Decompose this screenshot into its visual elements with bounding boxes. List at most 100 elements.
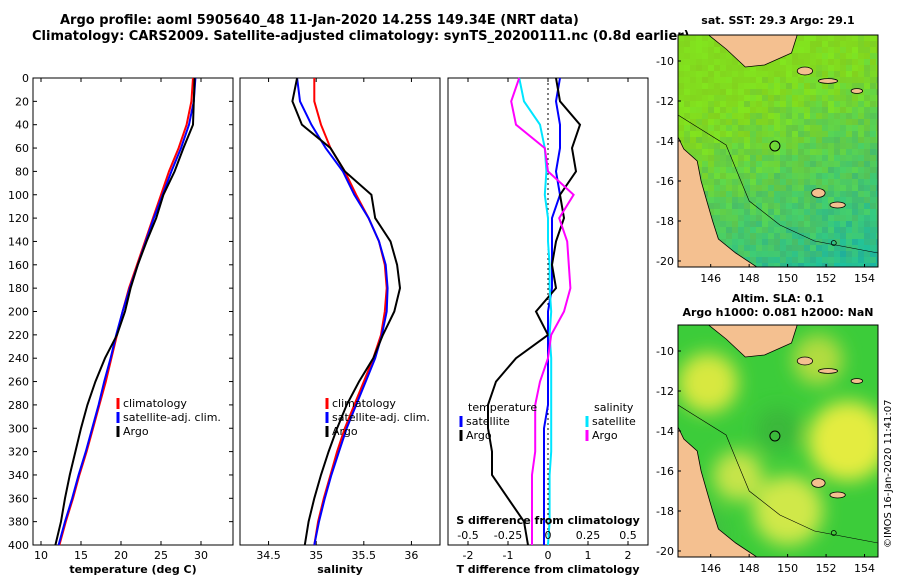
sst-cell xyxy=(756,95,762,101)
sst-cell xyxy=(792,149,798,155)
series-argo xyxy=(54,77,196,546)
sst-cell xyxy=(810,161,816,167)
sst-cell xyxy=(798,89,804,95)
sst-cell xyxy=(702,173,708,179)
sst-cell xyxy=(846,245,852,251)
sst-cell xyxy=(684,101,690,107)
sst-cell xyxy=(834,59,840,65)
salinity-axes-box xyxy=(239,77,441,546)
sst-cell xyxy=(870,89,876,95)
sst-cell xyxy=(690,71,696,77)
sst-cell xyxy=(822,107,828,113)
sla-map-subtitle: Argo h1000: 0.081 h2000: NaN xyxy=(682,306,874,319)
sst-cell xyxy=(732,215,738,221)
sst-cell xyxy=(798,257,804,263)
sst-cell xyxy=(690,143,696,149)
sst-cell xyxy=(744,197,750,203)
sst-cell xyxy=(708,179,714,185)
sst-cell xyxy=(774,137,780,143)
sst-cell xyxy=(708,155,714,161)
sst-cell xyxy=(870,47,876,53)
sst-cell xyxy=(756,227,762,233)
sst-cell xyxy=(876,209,878,215)
sst-cell xyxy=(762,119,768,125)
sst-cell xyxy=(756,119,762,125)
sst-cell xyxy=(798,143,804,149)
sst-cell xyxy=(726,209,732,215)
sst-cell xyxy=(870,203,876,209)
sst-cell xyxy=(774,203,780,209)
sst-cell xyxy=(744,131,750,137)
sst-cell xyxy=(726,227,732,233)
sst-cell xyxy=(762,209,768,215)
sst-cell xyxy=(846,155,852,161)
sst-cell xyxy=(804,35,810,41)
sst-cell xyxy=(702,179,708,185)
sst-cell xyxy=(762,137,768,143)
sst-cell xyxy=(744,185,750,191)
sst-cell xyxy=(786,263,792,267)
sst-cell xyxy=(780,137,786,143)
sst-cell xyxy=(810,167,816,173)
depth-tick-label: 380 xyxy=(8,516,29,529)
land-new-guinea xyxy=(678,35,798,68)
sst-cell xyxy=(684,113,690,119)
sst-cell xyxy=(876,227,878,233)
sst-cell xyxy=(684,59,690,65)
sst-cell xyxy=(876,257,878,263)
sst-cell xyxy=(816,83,822,89)
sst-cell xyxy=(816,161,822,167)
legend-header: temperature xyxy=(468,401,537,414)
sst-cell xyxy=(774,191,780,197)
sst-cell xyxy=(840,89,846,95)
sst-cell xyxy=(846,185,852,191)
sst-cell xyxy=(732,191,738,197)
sst-cell xyxy=(786,107,792,113)
sst-cell xyxy=(822,197,828,203)
sst-cell xyxy=(822,233,828,239)
sla_map-ytick-label: -12 xyxy=(656,385,674,398)
sst-cell xyxy=(810,41,816,47)
sst-cell xyxy=(738,173,744,179)
sst-cell xyxy=(726,77,732,83)
sst-cell xyxy=(810,263,816,267)
sst_map-frame xyxy=(677,34,879,268)
sst-cell xyxy=(738,71,744,77)
sst-cell xyxy=(846,251,852,257)
sst-cell xyxy=(768,107,774,113)
sst-cell xyxy=(708,143,714,149)
sst-cell xyxy=(876,113,878,119)
sst-cell xyxy=(870,53,876,59)
sst-cell xyxy=(858,125,864,131)
sst-cell xyxy=(684,41,690,47)
sst-cell xyxy=(744,65,750,71)
sst-cell xyxy=(834,251,840,257)
sla_map-xtick-label: 152 xyxy=(816,562,837,575)
sst-cell xyxy=(876,239,878,245)
sst-cell xyxy=(846,71,852,77)
sst-cell xyxy=(702,161,708,167)
sst-cell xyxy=(780,251,786,257)
sst-cell xyxy=(738,101,744,107)
sst-cell xyxy=(738,125,744,131)
sst-cell xyxy=(780,191,786,197)
difference-xtick-label: -2 xyxy=(463,549,474,562)
sst_map-ytick-label: -18 xyxy=(656,215,674,228)
sst-cell xyxy=(864,251,870,257)
sst-cell xyxy=(804,53,810,59)
sst-cell xyxy=(744,101,750,107)
sst-cell xyxy=(696,41,702,47)
sst-cell xyxy=(858,227,864,233)
sst-cell xyxy=(858,233,864,239)
sst-cell xyxy=(780,107,786,113)
sst-cell xyxy=(804,203,810,209)
sst-cell xyxy=(792,113,798,119)
depth-tick-label: 180 xyxy=(8,282,29,295)
sst-cell xyxy=(816,59,822,65)
sst-cell xyxy=(858,101,864,107)
sst-cell xyxy=(804,83,810,89)
sst-cell xyxy=(726,143,732,149)
sst-cell xyxy=(876,233,878,239)
sst-cell xyxy=(810,245,816,251)
sst-cell xyxy=(708,203,714,209)
